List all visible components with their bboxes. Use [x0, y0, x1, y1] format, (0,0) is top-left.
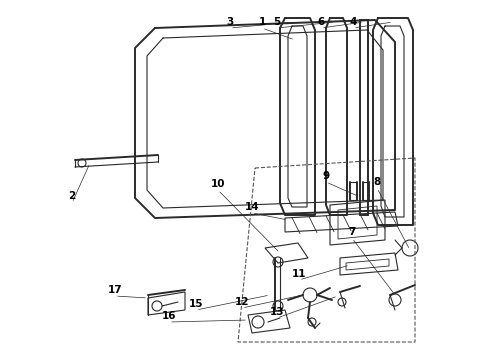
Text: 5: 5	[273, 17, 281, 27]
Text: 12: 12	[235, 297, 249, 307]
Text: 14: 14	[245, 202, 259, 212]
Text: 11: 11	[292, 269, 306, 279]
Text: 1: 1	[258, 17, 266, 27]
Text: 13: 13	[270, 307, 284, 317]
Text: 10: 10	[211, 179, 225, 189]
Text: 8: 8	[373, 177, 381, 187]
Text: 16: 16	[162, 311, 176, 321]
Text: 15: 15	[189, 299, 203, 309]
Text: 17: 17	[108, 285, 122, 295]
Text: 7: 7	[348, 227, 356, 237]
Text: 9: 9	[322, 171, 330, 181]
Text: 3: 3	[226, 17, 234, 27]
Text: 6: 6	[318, 17, 325, 27]
Text: 2: 2	[69, 191, 75, 201]
Text: 4: 4	[349, 17, 357, 27]
